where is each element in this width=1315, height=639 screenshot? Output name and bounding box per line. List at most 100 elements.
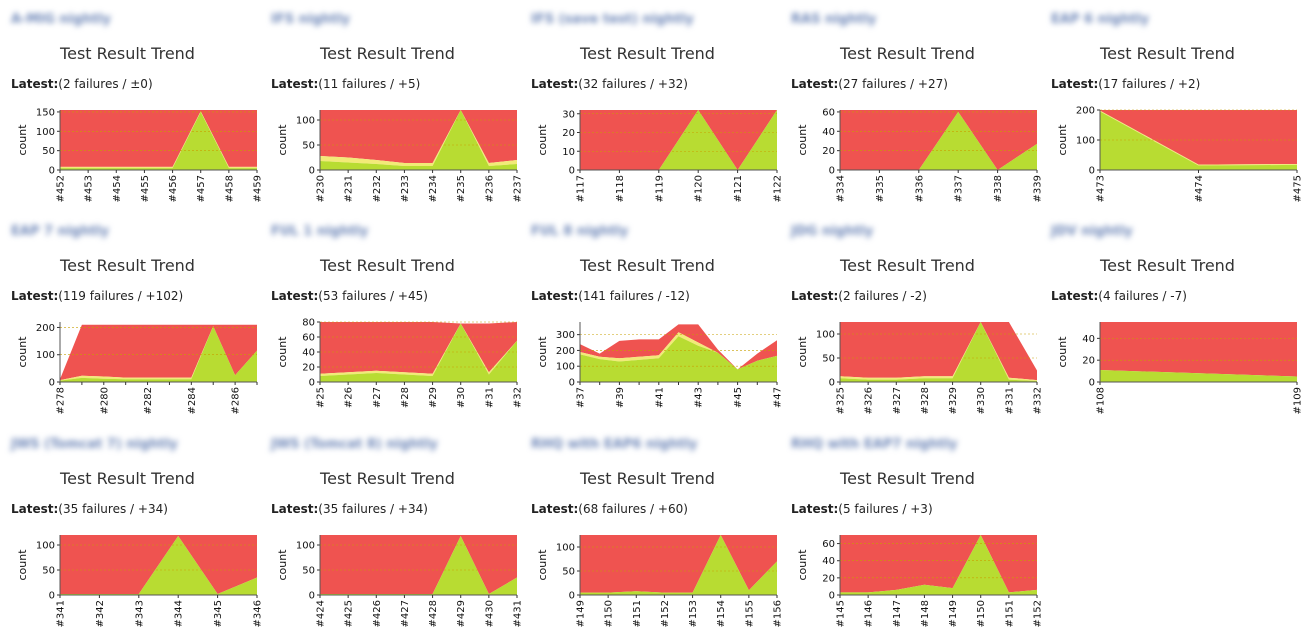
x-tick-label[interactable]: #145 [836,600,847,627]
x-tick-label[interactable]: #284 [187,387,198,414]
trend-chart[interactable]: 0 100 200 300 count #37 #39 #41 #43 #45 #47 [520,308,784,424]
x-tick-label[interactable]: #47 [773,387,784,408]
trend-chart[interactable]: 0 50 100 count #325 #326 #327 #328 #329 #330 #331 #… [780,308,1044,424]
x-tick-label[interactable]: #233 [400,175,411,202]
x-tick-label[interactable]: #231 [344,175,355,202]
x-tick-label[interactable]: #332 [1033,387,1044,414]
job-title-link[interactable]: A-MIG nightly [11,12,111,27]
x-tick-label[interactable]: #459 [253,175,264,202]
x-tick-label[interactable]: #121 [733,175,744,202]
job-title-link[interactable]: JWS (Tomcat 7) nightly [11,437,178,452]
x-tick-label[interactable]: #109 [1293,387,1304,414]
x-tick-label[interactable]: #342 [95,600,106,627]
x-tick-label[interactable]: #37 [576,387,587,408]
x-tick-label[interactable]: #337 [954,175,965,202]
x-tick-label[interactable]: #343 [134,600,145,627]
x-tick-label[interactable]: #282 [143,387,154,414]
job-title-link[interactable]: RAS nightly [791,12,877,27]
x-tick-label[interactable]: #26 [344,387,355,408]
x-tick-label[interactable]: #149 [576,600,587,627]
job-title-link[interactable]: JDG nightly [791,224,874,239]
job-title-link[interactable]: FUL 8 nightly [531,224,629,239]
x-tick-label[interactable]: #152 [660,600,671,627]
x-tick-label[interactable]: #152 [1033,600,1044,627]
trend-chart[interactable]: 0 50 100 count #230 #231 #232 #233 #234 #235 #236 #… [260,96,524,212]
x-tick-label[interactable]: #150 [976,600,987,627]
x-tick-label[interactable]: #430 [484,600,495,627]
x-tick-label[interactable]: #146 [864,600,875,627]
x-tick-label[interactable]: #230 [316,175,327,202]
x-tick-label[interactable]: #327 [892,387,903,414]
x-tick-label[interactable]: #331 [1004,387,1015,414]
x-tick-label[interactable]: #427 [400,600,411,627]
x-tick-label[interactable]: #30 [456,387,467,408]
x-tick-label[interactable]: #151 [632,600,643,627]
x-tick-label[interactable]: #147 [892,600,903,627]
x-tick-label[interactable]: #424 [316,600,327,627]
x-tick-label[interactable]: #473 [1096,175,1107,202]
job-title-link[interactable]: RHQ with EAP7 nightly [791,437,958,452]
x-tick-label[interactable]: #118 [615,175,626,202]
job-title-link[interactable]: IFS nightly [271,12,351,27]
x-tick-label[interactable]: #232 [372,175,383,202]
trend-chart[interactable]: 0 50 100 count #424 #425 #426 #427 #428 #429 #430 #… [260,521,524,637]
x-tick-label[interactable]: #339 [1033,175,1044,202]
x-tick-label[interactable]: #453 [84,175,95,202]
x-tick-label[interactable]: #45 [733,387,744,408]
x-tick-label[interactable]: #336 [914,175,925,202]
x-tick-label[interactable]: #43 [694,387,705,408]
x-tick-label[interactable]: #117 [576,175,587,202]
x-tick-label[interactable]: #122 [773,175,784,202]
x-tick-label[interactable]: #330 [976,387,987,414]
x-tick-label[interactable]: #458 [224,175,235,202]
x-tick-label[interactable]: #108 [1096,387,1107,414]
x-tick-label[interactable]: #41 [654,387,665,408]
job-title-link[interactable]: RHQ with EAP6 nightly [531,437,698,452]
x-tick-label[interactable]: #235 [456,175,467,202]
x-tick-label[interactable]: #25 [316,387,327,408]
x-tick-label[interactable]: #474 [1194,175,1205,202]
trend-chart[interactable]: 0 20 40 60 count #334 #335 #336 #337 #338 #339 [780,96,1044,212]
x-tick-label[interactable]: #119 [654,175,665,202]
x-tick-label[interactable]: #345 [213,600,224,627]
trend-chart[interactable]: 0 50 100 count #149 #150 #151 #152 #153 #154 #155 #… [520,521,784,637]
trend-chart[interactable]: 0 100 200 count #278 #280 #282 #284 #286 [0,308,260,424]
x-tick-label[interactable]: #457 [196,175,207,202]
x-tick-label[interactable]: #156 [773,600,784,627]
x-tick-label[interactable]: #28 [400,387,411,408]
x-tick-label[interactable]: #120 [694,175,705,202]
x-tick-label[interactable]: #29 [428,387,439,408]
job-title-link[interactable]: EAP 7 nightly [11,224,109,239]
job-title-link[interactable]: IFS (save test) nightly [531,12,694,27]
x-tick-label[interactable]: #326 [864,387,875,414]
x-tick-label[interactable]: #334 [836,175,847,202]
trend-chart[interactable]: 0 20 40 60 count #145 #146 #147 #148 #149 #150 #151… [780,521,1044,637]
x-tick-label[interactable]: #454 [112,175,123,202]
x-tick-label[interactable]: #426 [372,600,383,627]
x-tick-label[interactable]: #455 [140,175,151,202]
x-tick-label[interactable]: #280 [99,387,110,414]
x-tick-label[interactable]: #341 [56,600,67,627]
x-tick-label[interactable]: #27 [372,387,383,408]
trend-chart[interactable]: 0 10 20 30 count #117 #118 #119 #120 #121 #122 [520,96,784,212]
x-tick-label[interactable]: #39 [615,387,626,408]
x-tick-label[interactable]: #329 [948,387,959,414]
x-tick-label[interactable]: #325 [836,387,847,414]
x-tick-label[interactable]: #32 [513,387,524,408]
trend-chart[interactable]: 0 20 40 60 80 count #25 #26 #27 #28 #29 #30 #31 #32 [260,308,524,424]
x-tick-label[interactable]: #338 [993,175,1004,202]
trend-chart[interactable]: 0 20 40 count #108 #109 [1040,308,1304,424]
job-title-link[interactable]: FUL 1 nightly [271,224,369,239]
x-tick-label[interactable]: #150 [604,600,615,627]
job-title-link[interactable]: JDV nightly [1051,224,1133,239]
x-tick-label[interactable]: #428 [428,600,439,627]
x-tick-label[interactable]: #335 [875,175,886,202]
trend-chart[interactable]: 0 50 100 150 count #452 #453 #454 #455 #456 #457 #4… [0,96,264,212]
trend-chart[interactable]: 0 50 100 count #341 #342 #343 #344 #345 #346 [0,521,264,637]
x-tick-label[interactable]: #456 [168,175,179,202]
x-tick-label[interactable]: #431 [513,600,524,627]
x-tick-label[interactable]: #149 [948,600,959,627]
x-tick-label[interactable]: #425 [344,600,355,627]
job-title-link[interactable]: JWS (Tomcat 8) nightly [271,437,438,452]
trend-chart[interactable]: 0 100 200 count #473 #474 #475 [1040,96,1304,212]
